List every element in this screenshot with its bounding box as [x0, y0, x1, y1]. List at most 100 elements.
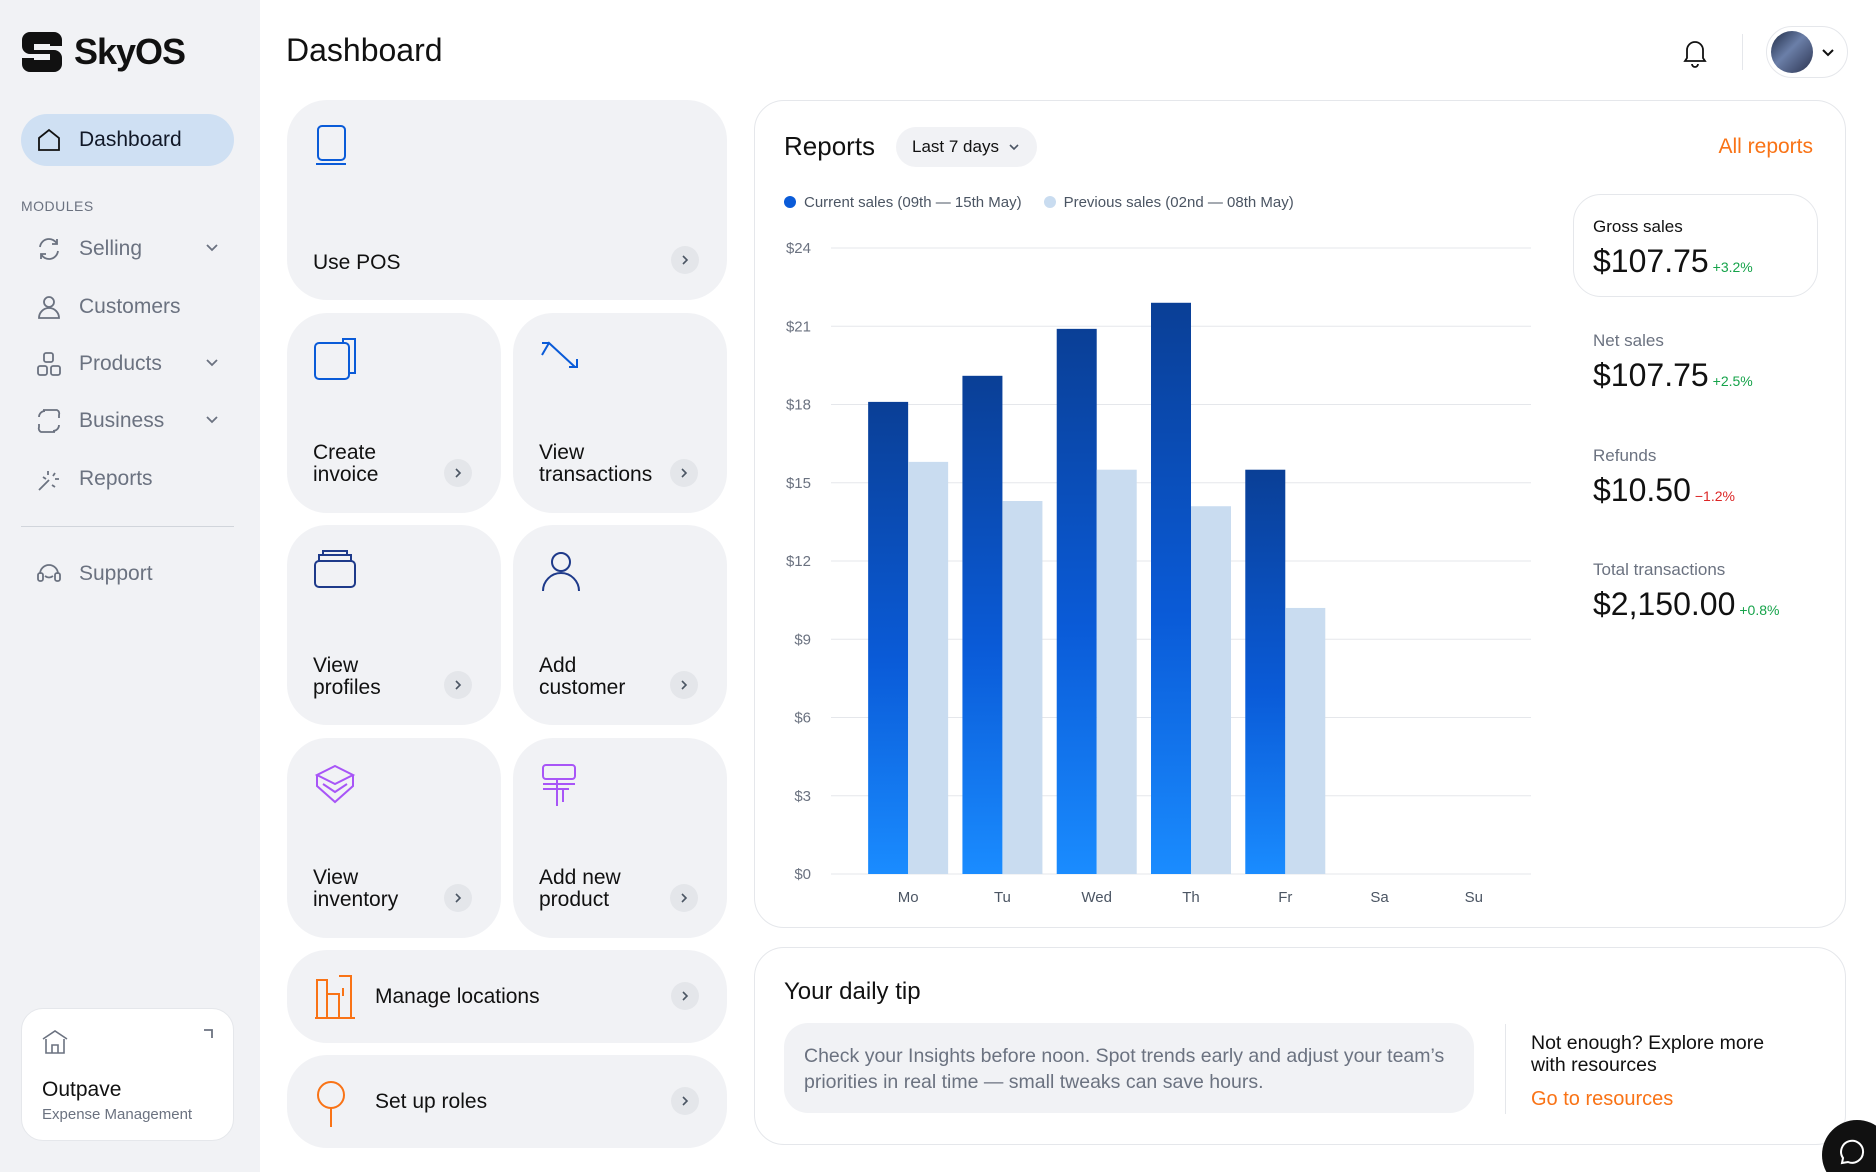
sidebar-item-reports[interactable]: Reports: [21, 453, 234, 505]
stat-change: +3.2%: [1712, 259, 1753, 275]
all-reports-link[interactable]: All reports: [1718, 135, 1813, 158]
sidebar-item-selling[interactable]: Selling: [21, 223, 234, 275]
view-profiles-tile[interactable]: View profiles: [287, 525, 501, 725]
use-pos-tile[interactable]: Use POS: [287, 100, 727, 300]
tile-label: View transactions: [539, 441, 653, 486]
document-icon: [314, 338, 356, 380]
go-to-resources-link[interactable]: Go to resources: [1531, 1088, 1674, 1110]
bar-current-th[interactable]: [1151, 302, 1191, 874]
chevron-right-icon: [444, 884, 472, 912]
chevron-down-icon[interactable]: [202, 352, 222, 372]
sidebar-item-customers[interactable]: Customers: [21, 281, 234, 333]
add-product-tile[interactable]: Add new product: [513, 738, 727, 938]
chevron-right-icon: [670, 884, 698, 912]
transactions-arrow-icon: [541, 341, 578, 368]
tile-label: Create invoice: [313, 441, 379, 486]
set-up-roles-tile[interactable]: Set up roles: [287, 1055, 727, 1148]
chevron-down-icon[interactable]: [202, 237, 222, 257]
sidebar-item-dashboard[interactable]: Dashboard: [21, 114, 234, 166]
bar-current-tu[interactable]: [962, 375, 1003, 874]
chevron-down-icon[interactable]: [202, 409, 222, 429]
x-tick-label: Wed: [1081, 889, 1112, 906]
bar-previous-wed[interactable]: [1096, 469, 1137, 874]
sidebar-item-label: Selling: [79, 237, 143, 260]
x-tick-label: Mo: [898, 889, 919, 906]
org-subtitle: Expense Management: [42, 1106, 193, 1123]
bar-previous-tu[interactable]: [1002, 501, 1043, 874]
x-tick-label: Fr: [1278, 889, 1292, 906]
home-icon: [38, 128, 60, 151]
legend-previous: Previous sales (02nd — 08th May): [1043, 194, 1294, 211]
y-tick-label: $6: [794, 710, 811, 727]
tile-label: Use POS: [313, 251, 401, 274]
bar-current-fr[interactable]: [1245, 469, 1286, 874]
sidebar-divider: [21, 526, 234, 527]
chat-bubble-icon: [1840, 1139, 1865, 1165]
manage-locations-tile[interactable]: Manage locations: [287, 950, 727, 1043]
bar-current-wed[interactable]: [1056, 328, 1097, 874]
stat-change: +0.8%: [1739, 602, 1780, 618]
logo[interactable]: SkyOS: [20, 30, 186, 74]
view-inventory-tile[interactable]: View inventory: [287, 738, 501, 938]
buildings-icon: [315, 975, 355, 1019]
tip-more-text: Not enough? Explore more with resources: [1531, 1032, 1765, 1076]
sparkle-icon: [38, 471, 59, 491]
tile-label: Set up roles: [375, 1090, 488, 1113]
tile-label: View profiles: [313, 654, 381, 699]
y-tick-label: $9: [794, 631, 811, 648]
y-tick-label: $21: [786, 318, 811, 335]
sidebar-item-products[interactable]: Products: [21, 338, 234, 390]
bar-previous-mo[interactable]: [908, 461, 949, 874]
sidebar-item-label: Products: [79, 352, 162, 375]
tile-label: View inventory: [313, 866, 399, 911]
stat-change: +2.5%: [1712, 373, 1753, 389]
bar-previous-fr[interactable]: [1285, 607, 1326, 874]
chevron-down-icon: [1822, 49, 1834, 57]
view-transactions-tile[interactable]: View transactions: [513, 313, 727, 513]
tile-label: Manage locations: [375, 985, 540, 1008]
y-tick-label: $24: [786, 240, 811, 257]
bar-current-mo[interactable]: [868, 401, 909, 874]
x-tick-label: Sa: [1370, 889, 1389, 906]
y-tick-label: $3: [794, 788, 811, 805]
chevron-right-icon: [444, 671, 472, 699]
daily-tip-card: Your daily tip Check your Insights befor…: [754, 947, 1846, 1145]
sidebar-item-support[interactable]: Support: [21, 548, 234, 600]
stat-change: −1.2%: [1694, 488, 1735, 504]
avatar: [1771, 31, 1813, 73]
tip-title: Your daily tip: [784, 978, 921, 1005]
pin-icon: [317, 1081, 345, 1127]
stat-transactions: Total transactions $2,150.00 +0.8%: [1593, 560, 1779, 623]
legend-current: Current sales (09th — 15th May): [784, 194, 1022, 211]
bell-icon[interactable]: [1680, 36, 1710, 68]
account-menu[interactable]: [1766, 26, 1848, 78]
sidebar-item-business[interactable]: Business: [21, 395, 234, 447]
org-switcher[interactable]: Outpave Expense Management: [21, 1008, 234, 1141]
chevron-right-icon: [670, 671, 698, 699]
x-tick-label: Th: [1182, 889, 1200, 906]
y-tick-label: $15: [786, 475, 811, 492]
expand-corner-icon[interactable]: [201, 1027, 215, 1041]
user-icon: [38, 296, 60, 319]
building-icon: [42, 1030, 68, 1054]
sidebar-item-label: Business: [79, 409, 165, 432]
create-invoice-tile[interactable]: Create invoice: [287, 313, 501, 513]
org-name: Outpave: [42, 1078, 122, 1101]
stat-value: $2,150.00 +0.8%: [1593, 586, 1780, 622]
add-customer-tile[interactable]: Add customer: [513, 525, 727, 725]
stat-net-sales: Net sales $107.75 +2.5%: [1593, 331, 1753, 394]
sidebar-item-label: Customers: [79, 295, 181, 318]
tip-divider: [1505, 1024, 1506, 1114]
shapes-icon: [37, 352, 61, 376]
gross-sales-box[interactable]: [1573, 194, 1818, 297]
stat-label: Refunds: [1593, 446, 1657, 465]
box-icon: [314, 764, 356, 804]
date-range-select[interactable]: Last 7 days: [896, 127, 1037, 167]
modules-label: MODULES: [21, 198, 94, 214]
reports-card: Reports Last 7 days All reports Current …: [754, 100, 1846, 928]
bar-previous-th[interactable]: [1191, 506, 1231, 874]
sales-bar-chart: $0 $3 $6 $9 $12 $15 $18 $21 $24 Mo Tu Wed Th Fr Sa Su: [786, 240, 1531, 906]
chart-legend: Current sales (09th — 15th May) Previous…: [784, 194, 1294, 211]
chevron-right-icon: [671, 1087, 699, 1115]
sidebar-item-label: Support: [79, 562, 153, 585]
